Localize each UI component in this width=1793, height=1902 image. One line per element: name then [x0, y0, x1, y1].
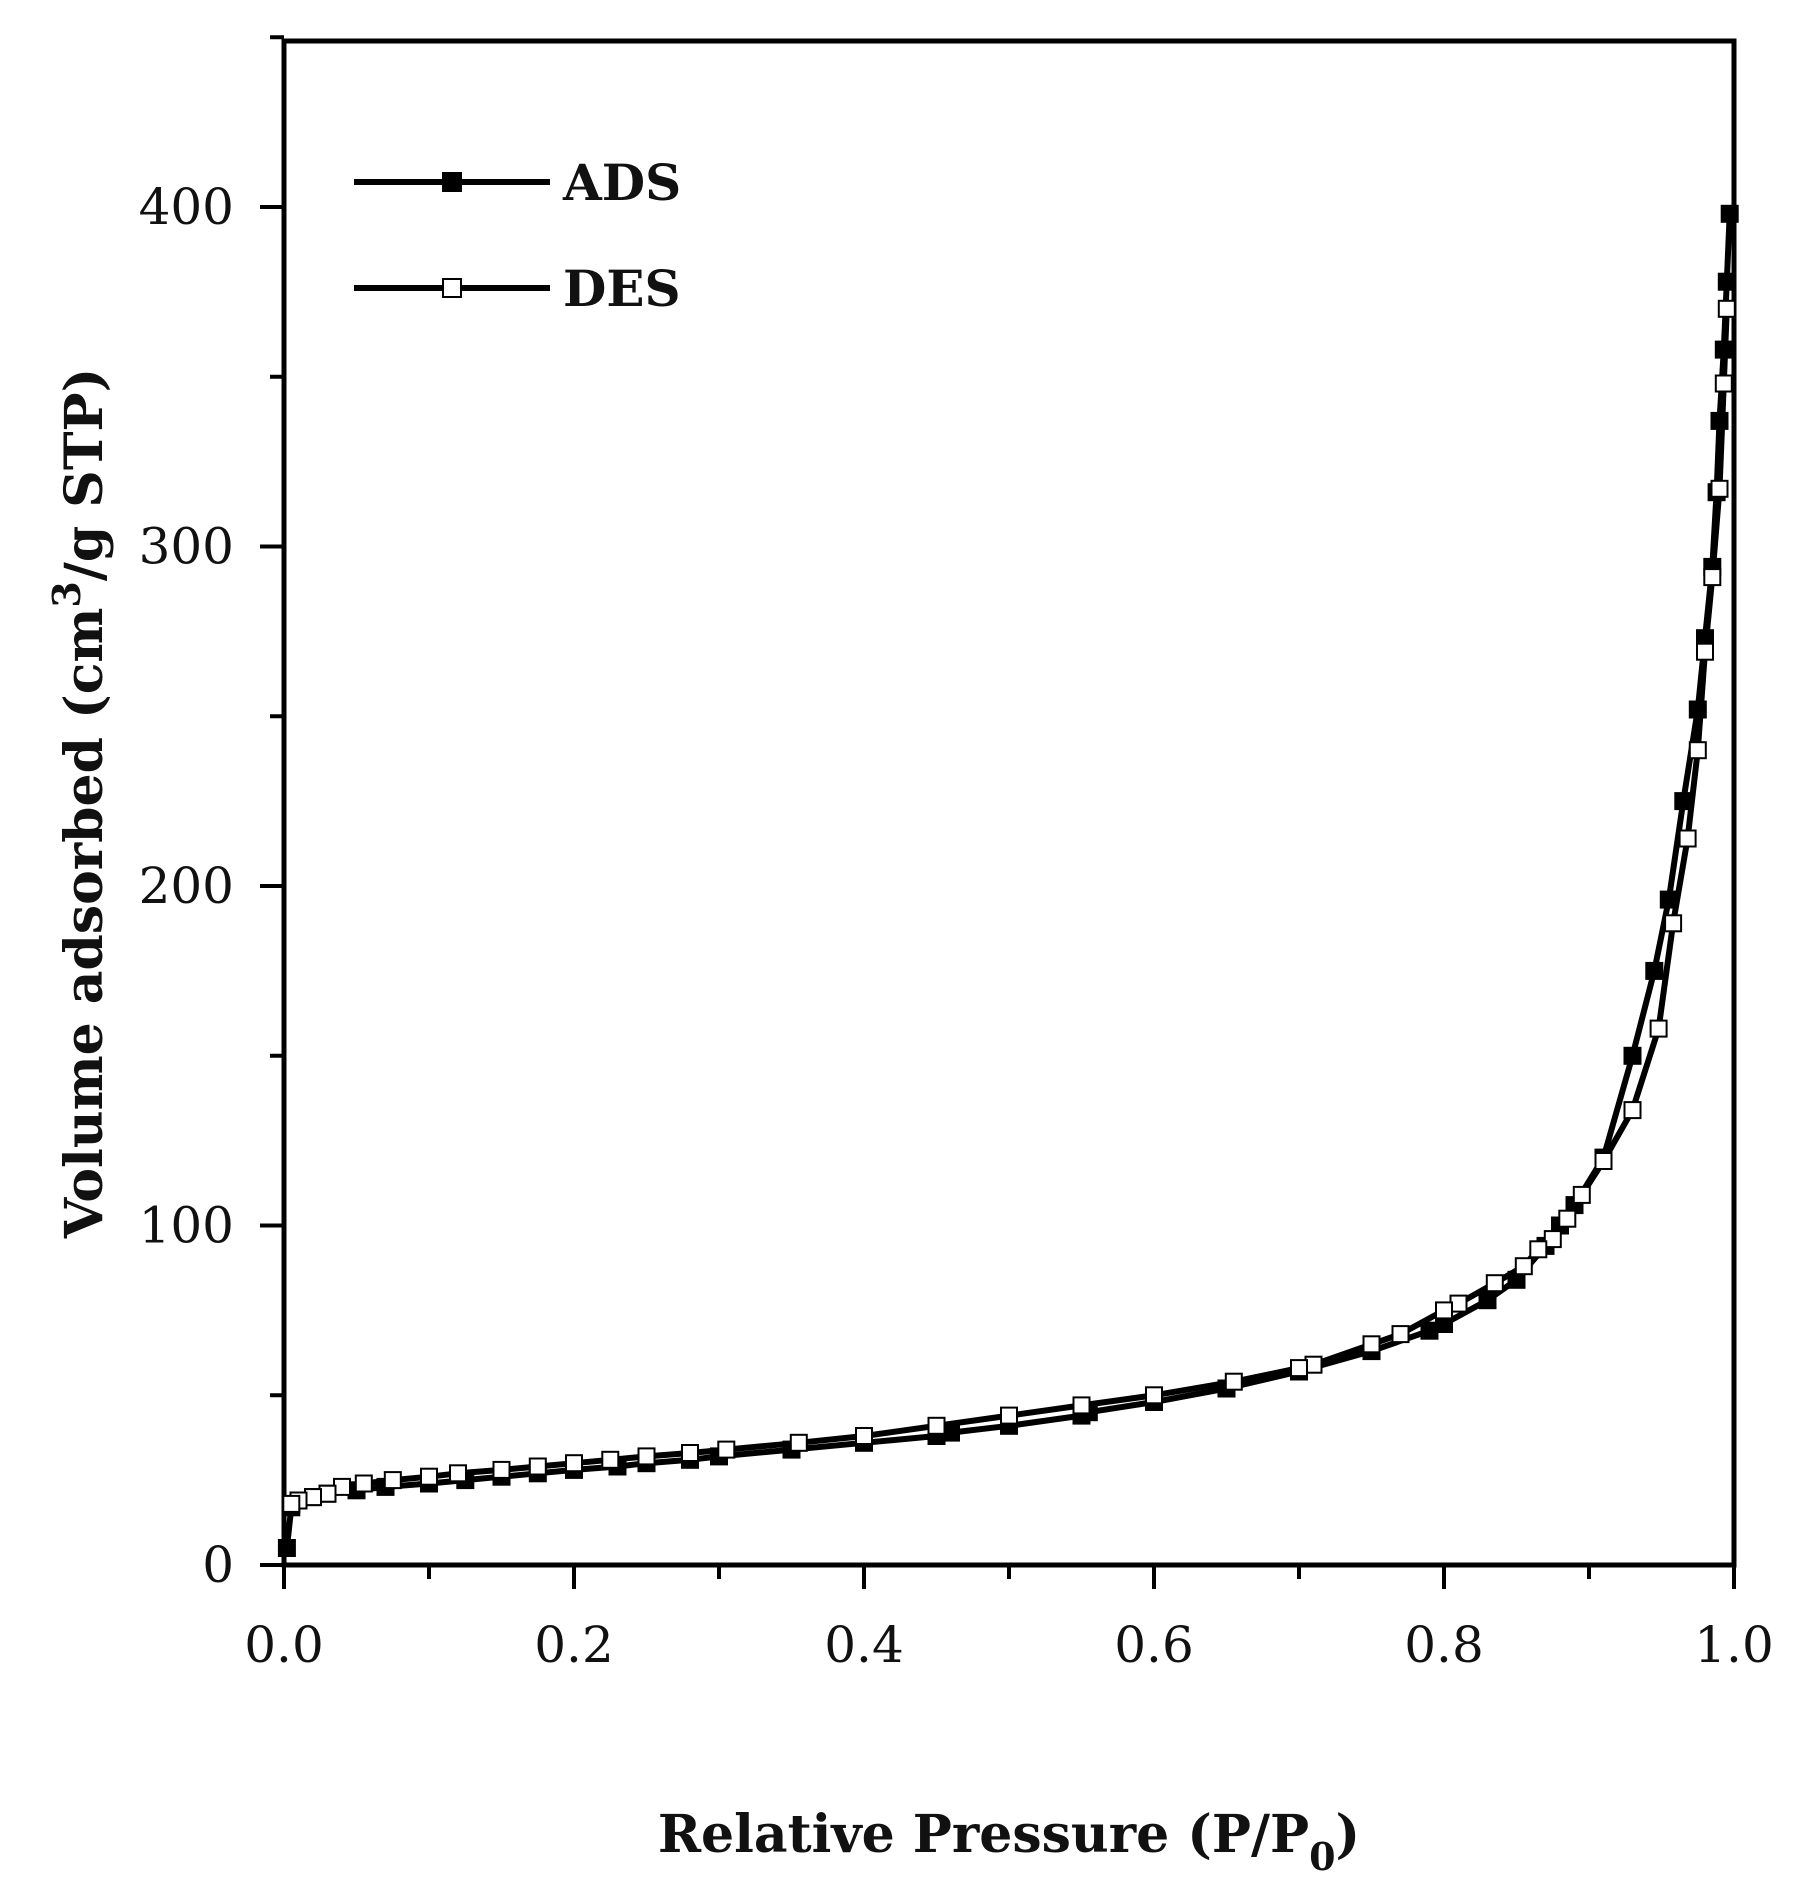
data-point-des: [492, 1460, 511, 1479]
data-point-des: [855, 1427, 873, 1445]
y-tick-label: 200: [139, 857, 234, 915]
data-point-ads: [1659, 890, 1678, 909]
data-point-des: [1391, 1325, 1410, 1344]
data-point-des: [1594, 1152, 1613, 1170]
data-point-des: [1000, 1406, 1018, 1425]
data-point-ads: [1645, 961, 1664, 980]
data-point-ads: [1710, 411, 1729, 430]
series-layer: [277, 204, 1739, 1557]
y-axis-title-main: Volume adsorbed (cm: [54, 608, 115, 1240]
y-tick-label: 0: [202, 1536, 234, 1594]
legend-marker-des: [442, 278, 462, 298]
y-tick-label: 400: [139, 178, 234, 236]
x-tick-label: 0.0: [244, 1616, 324, 1674]
data-point-des: [717, 1440, 736, 1459]
data-point-des: [1145, 1386, 1163, 1405]
data-point-des: [420, 1467, 438, 1486]
data-point-ads: [1720, 204, 1739, 223]
data-point-des: [565, 1454, 583, 1473]
data-point-des: [1485, 1274, 1504, 1293]
x-axis-title: Relative Pressure (P/P0): [658, 1804, 1360, 1879]
data-point-des: [1558, 1209, 1577, 1228]
data-point-des: [1714, 374, 1733, 393]
data-point-des: [1664, 914, 1683, 933]
data-point-ads: [1717, 272, 1736, 291]
data-point-ads: [1623, 1046, 1642, 1065]
data-point-des: [449, 1464, 467, 1483]
data-point-des: [1696, 642, 1714, 661]
plot-frame: [281, 38, 1737, 1568]
x-tick-label: 1.0: [1694, 1616, 1774, 1674]
data-point-des: [1072, 1396, 1091, 1415]
x-tick-label: 0.6: [1114, 1616, 1194, 1674]
x-axis-title-main: Relative Pressure (P/P: [658, 1804, 1309, 1865]
y-axis-title: Volume adsorbed (cm3/g STP): [44, 368, 115, 1240]
data-point-des: [1688, 741, 1707, 760]
data-point-des: [1362, 1335, 1381, 1354]
data-point-des: [601, 1450, 620, 1469]
legend-label-des: DES: [563, 259, 681, 318]
x-tick-label: 0.4: [824, 1616, 904, 1674]
x-tick-label: 0.2: [534, 1616, 614, 1674]
legend: ADS DES: [354, 153, 681, 318]
data-point-des: [1290, 1359, 1308, 1378]
x-axis-ticks: 0.0 0.2 0.4 0.6 0.8 1.0: [244, 1565, 1774, 1674]
data-point-ads: [1688, 700, 1707, 719]
data-point-ads: [1478, 1291, 1497, 1310]
data-point-des: [1543, 1230, 1562, 1249]
data-point-des: [1435, 1301, 1453, 1320]
data-point-des: [789, 1433, 808, 1452]
data-point-ads: [277, 1539, 296, 1557]
y-axis-title-sup: 3: [44, 581, 89, 607]
data-point-des: [1224, 1372, 1243, 1391]
data-point-des: [1572, 1185, 1591, 1204]
data-point-des: [637, 1447, 656, 1466]
data-point-des: [1514, 1257, 1533, 1276]
y-axis-title-end: /g STP): [54, 368, 115, 581]
x-tick-label: 0.8: [1404, 1616, 1484, 1674]
data-point-des: [1649, 1019, 1668, 1038]
data-point-ads: [1674, 792, 1693, 811]
data-point-des: [1710, 479, 1729, 498]
series-line-ads: [283, 210, 1733, 1551]
y-tick-label: 300: [139, 518, 234, 576]
y-axis-ticks: 0 100 200 300 400: [139, 35, 284, 1594]
data-point-des: [383, 1471, 402, 1490]
data-point-des: [1717, 299, 1736, 318]
data-point-des: [1703, 568, 1722, 587]
series-line-des: [288, 305, 1730, 1507]
data-point-des: [927, 1416, 946, 1435]
data-point-des: [681, 1444, 699, 1462]
data-point-des: [528, 1457, 547, 1476]
data-point-des: [1529, 1240, 1548, 1259]
data-point-des: [1623, 1101, 1642, 1120]
x-axis-title-end: ): [1336, 1804, 1361, 1865]
data-point-des: [354, 1474, 373, 1493]
y-tick-label: 100: [139, 1197, 234, 1255]
data-point-des: [282, 1494, 301, 1513]
legend-marker-ads: [442, 172, 462, 192]
legend-label-ads: ADS: [562, 153, 681, 212]
x-axis-title-sub: 0: [1309, 1834, 1335, 1879]
data-point-ads: [1714, 340, 1733, 359]
data-point-des: [1678, 829, 1697, 848]
